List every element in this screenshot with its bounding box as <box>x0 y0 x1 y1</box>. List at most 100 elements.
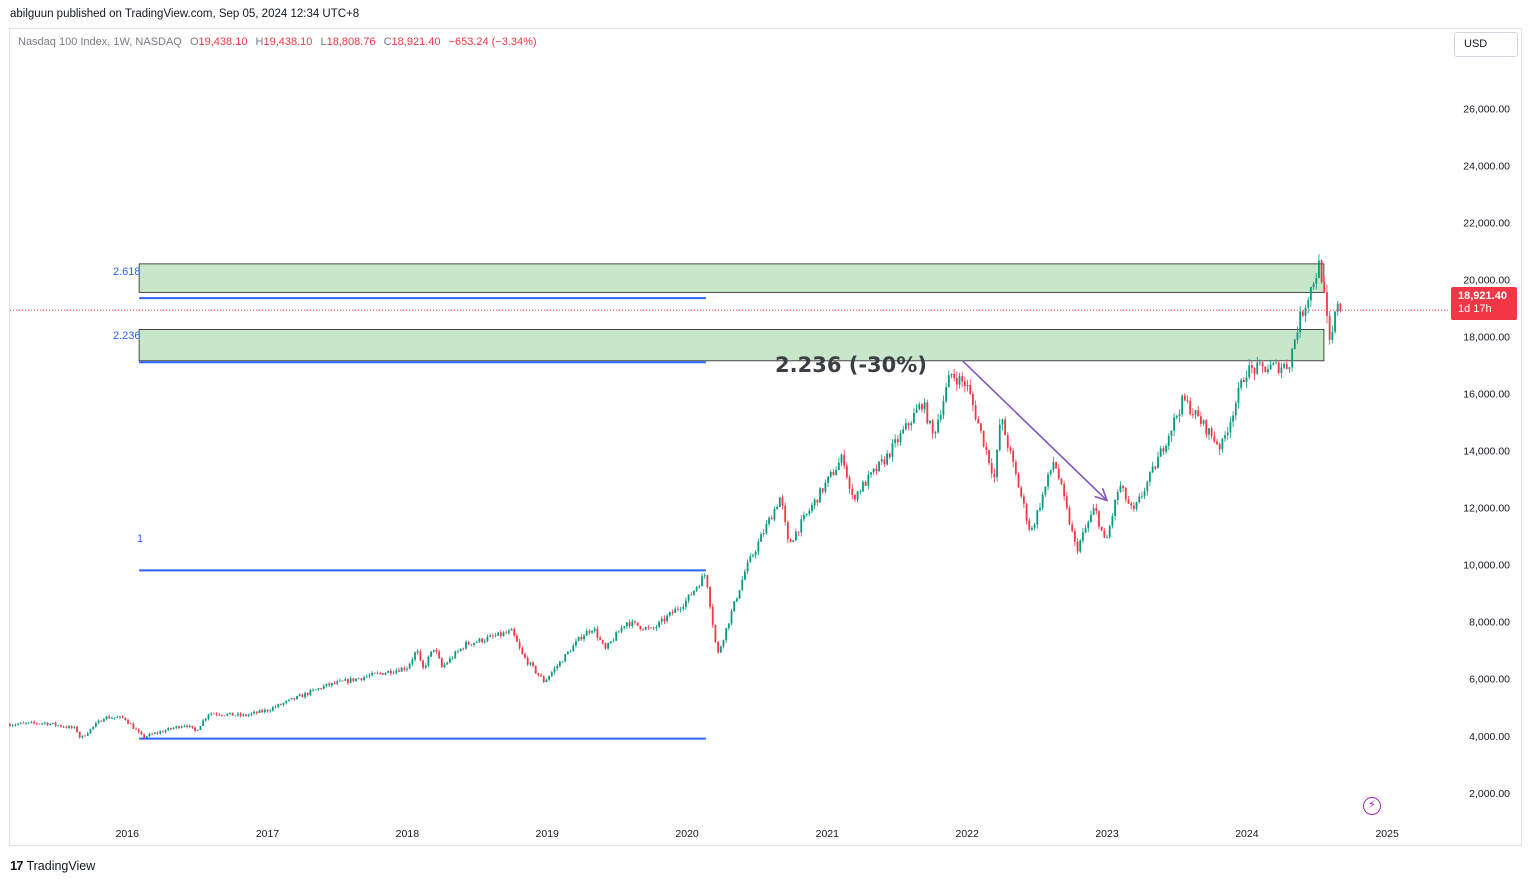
candle <box>717 640 720 654</box>
candle <box>899 430 902 446</box>
candle <box>607 641 610 651</box>
candle <box>1326 284 1328 324</box>
candle-body <box>709 587 711 607</box>
candle-body <box>1009 447 1012 451</box>
candle-body <box>888 453 891 457</box>
candle <box>921 402 923 413</box>
candle-body <box>988 450 990 464</box>
candle <box>499 629 502 639</box>
candle-body <box>1200 416 1202 424</box>
candle <box>330 682 333 688</box>
candle-body <box>435 649 438 652</box>
candle-body <box>1076 541 1079 552</box>
lightning-icon[interactable]: ⚡ <box>1363 797 1381 815</box>
candle <box>188 724 191 729</box>
candle <box>454 650 457 660</box>
candle <box>414 651 416 662</box>
candle <box>1178 409 1181 423</box>
candle-body <box>46 722 49 725</box>
candle-body <box>902 429 905 434</box>
candle <box>293 698 296 701</box>
candle <box>923 398 926 414</box>
candle <box>1081 528 1084 544</box>
currency-button[interactable]: USD <box>1454 32 1518 57</box>
candle <box>124 717 127 721</box>
candle <box>1183 393 1186 402</box>
candle <box>70 725 73 729</box>
candle <box>1149 471 1151 487</box>
candle <box>714 624 717 644</box>
candle-body <box>411 659 414 664</box>
candle-body <box>35 723 38 724</box>
candle-body <box>663 618 666 622</box>
candle <box>1272 361 1275 366</box>
candle <box>998 418 1001 452</box>
candle-body <box>457 651 459 652</box>
candle-body <box>564 654 567 662</box>
candle <box>140 730 143 736</box>
candle-body <box>854 494 856 500</box>
candle <box>481 637 483 644</box>
candle <box>1191 408 1194 419</box>
candle <box>1261 360 1264 374</box>
candle-body <box>502 632 505 636</box>
candle-body <box>679 608 682 610</box>
candle <box>178 725 180 729</box>
candle <box>1197 405 1200 417</box>
candle-body <box>360 678 363 680</box>
candle-body <box>1293 339 1296 349</box>
candle-body <box>958 376 961 385</box>
candle-body <box>1028 520 1031 530</box>
candle-body <box>706 575 709 588</box>
candle-body <box>414 652 416 660</box>
candle-body <box>65 726 68 728</box>
candle-body <box>231 712 234 716</box>
candle <box>703 573 706 579</box>
candle-body <box>1191 414 1194 415</box>
candle <box>22 721 25 724</box>
candle-body <box>1336 303 1339 312</box>
candle <box>880 454 883 465</box>
candle-body <box>1065 496 1068 508</box>
candle-body <box>489 635 492 637</box>
candle <box>789 537 792 543</box>
candle <box>601 639 604 645</box>
candle <box>1304 304 1307 323</box>
candle <box>430 651 433 658</box>
candle <box>84 734 87 737</box>
candle <box>564 653 567 663</box>
candle-body <box>1081 532 1084 541</box>
candle <box>577 636 580 642</box>
candle-body <box>226 713 229 716</box>
candle <box>1031 525 1033 532</box>
candle <box>988 449 990 466</box>
candle <box>569 649 572 653</box>
candle-body <box>470 644 473 646</box>
price-tick-label: 2,000.00 <box>1469 788 1510 800</box>
candle-body <box>161 731 164 733</box>
candle-body <box>301 694 304 698</box>
candle-body <box>215 713 218 715</box>
candle <box>1221 437 1224 453</box>
candle-body <box>990 463 993 474</box>
candle-body <box>357 678 360 680</box>
candle-body <box>1197 410 1200 417</box>
time-tick-label: 2018 <box>396 828 420 840</box>
candle <box>1277 360 1280 375</box>
candle <box>371 671 374 677</box>
candle-body <box>972 394 974 406</box>
candle <box>996 448 998 482</box>
candle <box>172 726 175 730</box>
candle <box>974 400 977 421</box>
candle-body <box>25 723 27 724</box>
candle <box>462 647 465 651</box>
candle-body <box>1108 525 1111 538</box>
candle-body <box>1232 415 1235 422</box>
candle <box>845 462 848 480</box>
fib-annotation: 2.236 (-30%) <box>775 353 927 377</box>
candle <box>43 721 46 725</box>
candle <box>1237 382 1240 409</box>
candle <box>1267 364 1269 375</box>
chart-frame[interactable] <box>9 28 1522 846</box>
